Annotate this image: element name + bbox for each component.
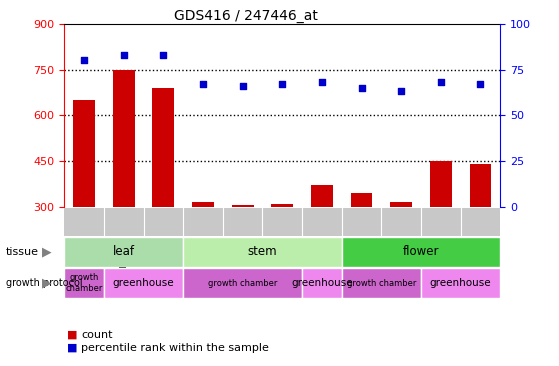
Text: growth chamber: growth chamber	[347, 279, 416, 288]
Bar	[342, 237, 500, 267]
Point	[198, 81, 207, 87]
Text: ■: ■	[68, 330, 78, 340]
Text: ▶: ▶	[41, 277, 51, 290]
Text: greenhouse: greenhouse	[291, 278, 353, 288]
Bar	[342, 268, 421, 298]
Text: GDS416 / 247446_at: GDS416 / 247446_at	[174, 9, 318, 23]
Point	[318, 79, 326, 85]
Bar	[64, 237, 183, 267]
Bar	[302, 268, 342, 298]
Point	[357, 85, 366, 91]
Point	[159, 52, 168, 58]
Bar	[192, 202, 214, 207]
Bar	[421, 268, 500, 298]
Text: stem: stem	[248, 246, 277, 258]
Text: flower: flower	[403, 246, 439, 258]
Point	[437, 79, 446, 85]
Point	[238, 83, 247, 89]
Bar	[73, 100, 95, 207]
Text: greenhouse: greenhouse	[430, 278, 491, 288]
Text: count: count	[81, 330, 112, 340]
Text: growth
chamber: growth chamber	[65, 273, 103, 293]
Text: leaf: leaf	[113, 246, 135, 258]
Text: ▶: ▶	[41, 246, 51, 258]
Text: growth protocol: growth protocol	[6, 278, 82, 288]
Point	[397, 89, 406, 94]
Bar	[311, 186, 333, 207]
Bar	[430, 161, 452, 207]
Text: ■: ■	[68, 343, 78, 353]
Point	[278, 81, 287, 87]
Bar	[232, 205, 254, 207]
Bar	[390, 202, 412, 207]
Bar	[350, 193, 372, 207]
Point	[79, 57, 88, 63]
Bar	[153, 88, 174, 207]
Text: greenhouse: greenhouse	[113, 278, 174, 288]
Text: tissue: tissue	[6, 247, 39, 257]
Bar	[104, 268, 183, 298]
Bar	[183, 237, 342, 267]
Point	[476, 81, 485, 87]
Point	[119, 52, 128, 58]
Bar	[470, 164, 491, 207]
Text: growth chamber: growth chamber	[208, 279, 277, 288]
Bar	[183, 268, 302, 298]
Bar	[64, 268, 104, 298]
Text: percentile rank within the sample: percentile rank within the sample	[81, 343, 269, 353]
Bar	[113, 70, 135, 207]
Bar	[272, 204, 293, 207]
